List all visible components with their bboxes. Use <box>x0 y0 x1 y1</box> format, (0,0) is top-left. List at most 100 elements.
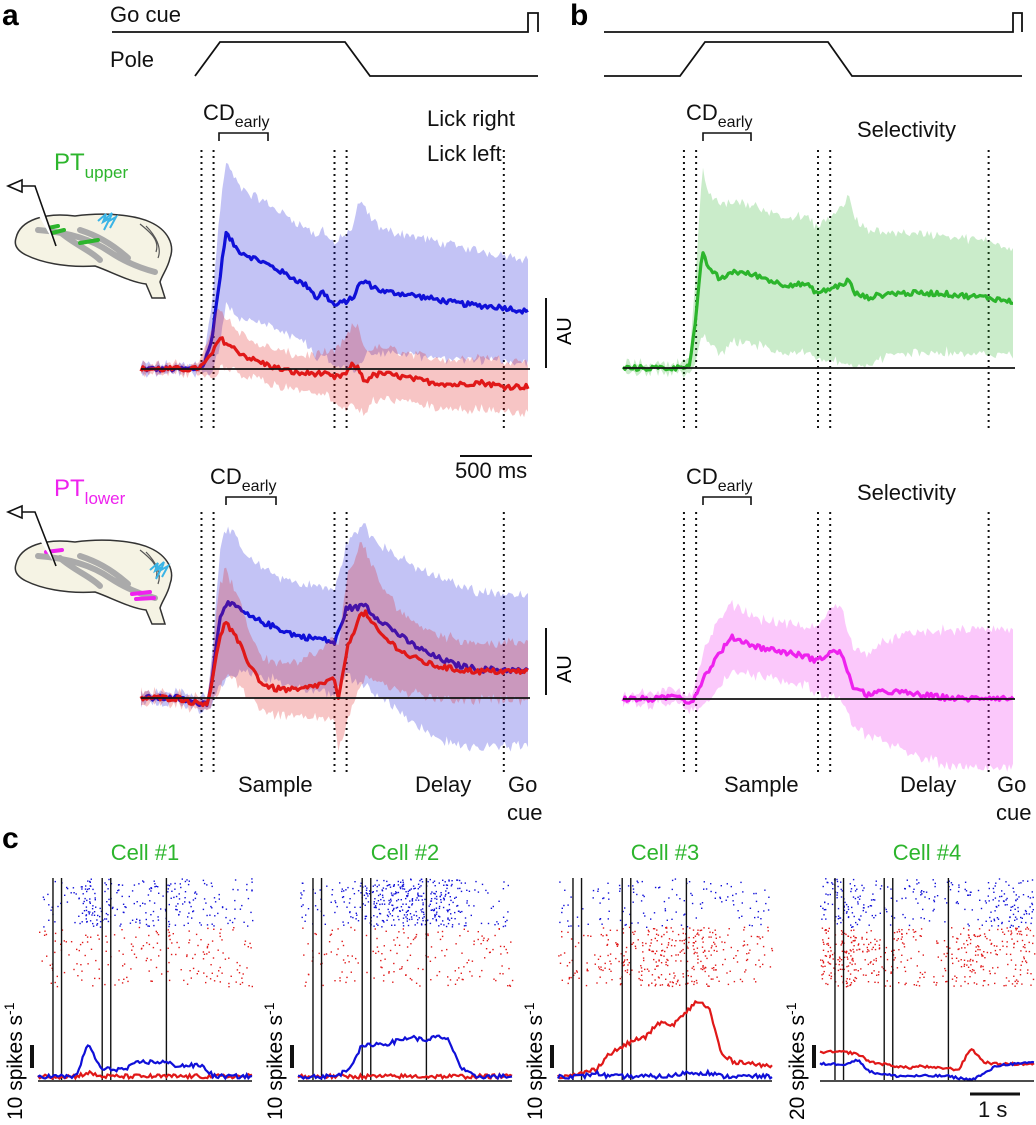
spike <box>168 961 170 964</box>
spike <box>853 929 855 931</box>
spike <box>700 968 702 970</box>
spike <box>1020 916 1022 919</box>
spike <box>693 968 695 971</box>
spike <box>890 888 892 890</box>
spike <box>508 967 510 970</box>
spike <box>197 944 199 947</box>
spike <box>122 965 124 967</box>
spike <box>847 985 849 987</box>
spike <box>78 897 80 899</box>
spike <box>708 985 710 987</box>
spike <box>879 888 882 890</box>
spike <box>410 943 412 945</box>
spike <box>719 896 721 898</box>
spike <box>597 958 600 960</box>
spike <box>188 930 190 932</box>
spike <box>910 957 912 960</box>
spike <box>506 952 509 954</box>
rate-scale-label: 10 spikes s-1 <box>261 1002 287 1120</box>
time-scale-label: 500 ms <box>455 458 527 483</box>
spike <box>631 969 633 971</box>
spike <box>47 893 49 896</box>
spike <box>648 984 650 987</box>
spike <box>86 936 89 938</box>
spike <box>559 921 561 924</box>
spike <box>652 928 655 930</box>
spike <box>631 922 633 924</box>
spike <box>391 915 394 917</box>
spike <box>822 885 824 888</box>
spike <box>436 974 438 977</box>
spike <box>1015 979 1018 981</box>
spike <box>481 935 483 937</box>
spike <box>202 951 205 953</box>
spike <box>469 970 471 973</box>
spike <box>303 890 305 892</box>
spike <box>624 970 627 972</box>
spike <box>869 962 871 964</box>
spike <box>643 959 645 962</box>
spike <box>128 895 130 898</box>
spike <box>741 980 744 983</box>
spike <box>592 889 595 892</box>
spike <box>154 883 156 885</box>
spike <box>829 956 831 959</box>
spike <box>411 899 413 901</box>
spike <box>841 942 843 945</box>
spike <box>853 979 855 981</box>
spike <box>400 967 403 970</box>
spike <box>735 955 737 957</box>
spike <box>890 971 892 973</box>
spike <box>135 956 138 959</box>
spike <box>702 936 704 939</box>
spike <box>626 959 628 961</box>
spike <box>753 978 755 980</box>
spike <box>1016 940 1019 943</box>
spike <box>412 885 415 887</box>
spike <box>977 918 979 921</box>
legend-lick-left: Lick left <box>427 141 502 166</box>
spike <box>152 946 155 949</box>
spike <box>1017 910 1019 913</box>
spike <box>393 884 395 886</box>
spike <box>1023 913 1025 916</box>
spike <box>397 880 399 883</box>
spike <box>131 919 134 921</box>
spike <box>343 890 345 892</box>
spike <box>440 894 443 896</box>
spike <box>658 977 660 979</box>
svg-text:CDearly: CDearly <box>203 100 269 131</box>
spike <box>408 918 411 921</box>
spike <box>411 903 414 905</box>
spike <box>463 966 465 968</box>
spike <box>912 929 914 931</box>
spike <box>468 959 470 961</box>
spike <box>150 890 152 892</box>
spike <box>402 881 404 883</box>
spike <box>983 933 986 935</box>
spike <box>422 917 424 919</box>
spike <box>850 941 853 944</box>
spike <box>48 904 50 906</box>
spike <box>618 960 620 963</box>
spike <box>877 974 880 976</box>
spike <box>958 886 960 888</box>
spike <box>202 958 205 960</box>
spike <box>736 961 739 963</box>
go-cue-trace-b <box>604 12 1023 33</box>
spike <box>1027 880 1029 882</box>
spike <box>672 982 674 984</box>
cd-early-label-a-lower: CDearly <box>210 464 277 505</box>
spike <box>334 900 336 902</box>
spike <box>328 941 331 943</box>
spike <box>411 904 413 906</box>
spike <box>1031 902 1033 905</box>
spike <box>870 905 873 907</box>
spike <box>186 879 188 881</box>
spike <box>759 966 761 968</box>
spike <box>827 961 829 963</box>
spike <box>396 936 399 939</box>
spike <box>133 953 136 955</box>
spike <box>337 928 339 930</box>
spike <box>674 945 676 947</box>
